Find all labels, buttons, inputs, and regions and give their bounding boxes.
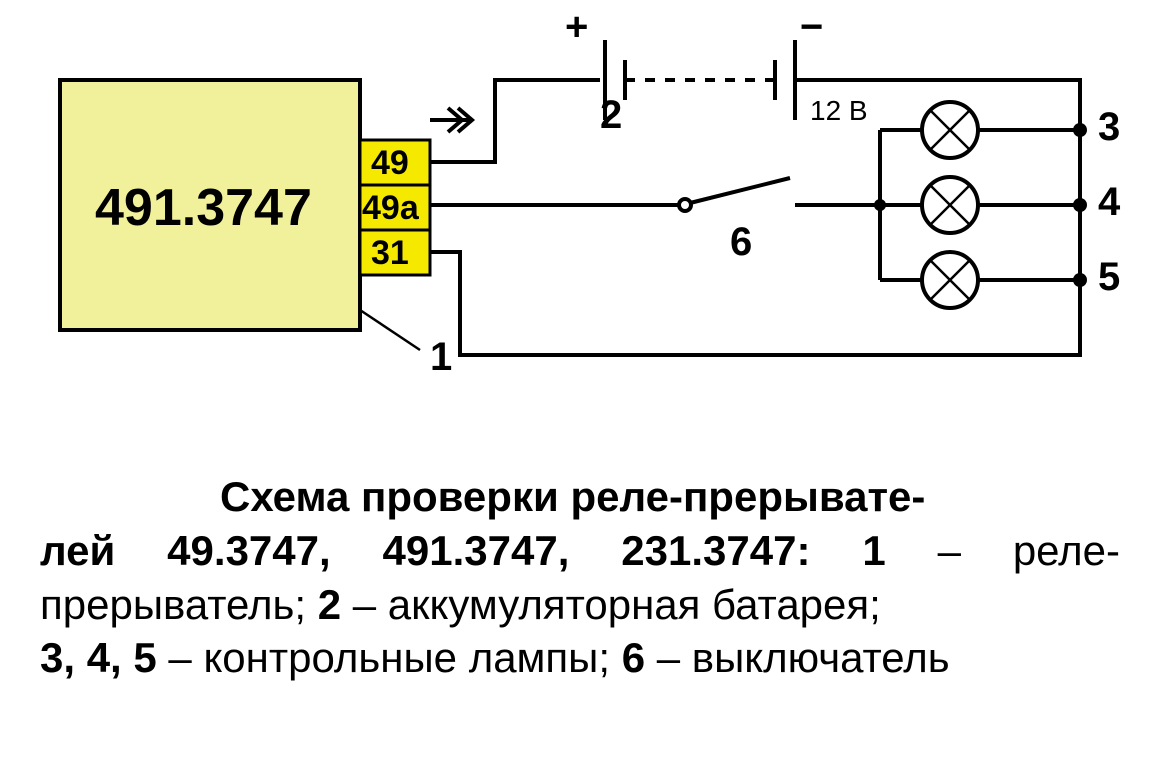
- label-1: 1: [430, 335, 452, 379]
- pointer-1: [360, 310, 420, 350]
- cap-txt-3: – контрольные лампы;: [157, 634, 622, 681]
- switch-blade: [690, 178, 790, 203]
- caption-title-line1: Схема проверки реле-прерывате-: [220, 473, 925, 520]
- terminal-49-label: 49: [371, 144, 409, 182]
- cap-num-2: 2: [318, 581, 341, 628]
- battery-plus: +: [565, 5, 588, 49]
- battery-symbol: [605, 40, 795, 120]
- cap-txt-2: – аккумуляторная батарея;: [341, 581, 881, 628]
- label-3: 3: [1098, 105, 1120, 149]
- node-4: [1073, 198, 1087, 212]
- circuit-diagram: 491.3747 49 49а 31 1: [0, 0, 1160, 420]
- relay-model-label: 491.3747: [95, 179, 312, 237]
- node-3: [1073, 123, 1087, 137]
- label-5: 5: [1098, 255, 1120, 299]
- cap-num-1: 1: [862, 527, 885, 574]
- lamp-4: [880, 177, 1080, 233]
- switch-pivot: [679, 199, 691, 211]
- caption-title-line2: лей 49.3747, 491.3747, 231.3747:: [40, 527, 810, 574]
- cap-txt-4: – выключатель: [645, 634, 950, 681]
- arrow-symbol: [430, 108, 472, 132]
- battery-voltage: 12 В: [810, 95, 868, 126]
- lamp-3: [880, 102, 1080, 158]
- lamp-5: [880, 252, 1080, 308]
- battery-minus: −: [800, 5, 823, 49]
- wire-31-return: [430, 252, 1080, 355]
- label-4: 4: [1098, 180, 1121, 224]
- label-2: 2: [600, 93, 622, 137]
- cap-num-4: 6: [622, 634, 645, 681]
- label-6: 6: [730, 220, 752, 264]
- cap-num-3: 3, 4, 5: [40, 634, 157, 681]
- terminal-31-label: 31: [371, 234, 409, 272]
- terminal-49a-label: 49а: [362, 189, 420, 227]
- caption-block: Схема проверки реле-прерывате- лей 49.37…: [40, 470, 1120, 685]
